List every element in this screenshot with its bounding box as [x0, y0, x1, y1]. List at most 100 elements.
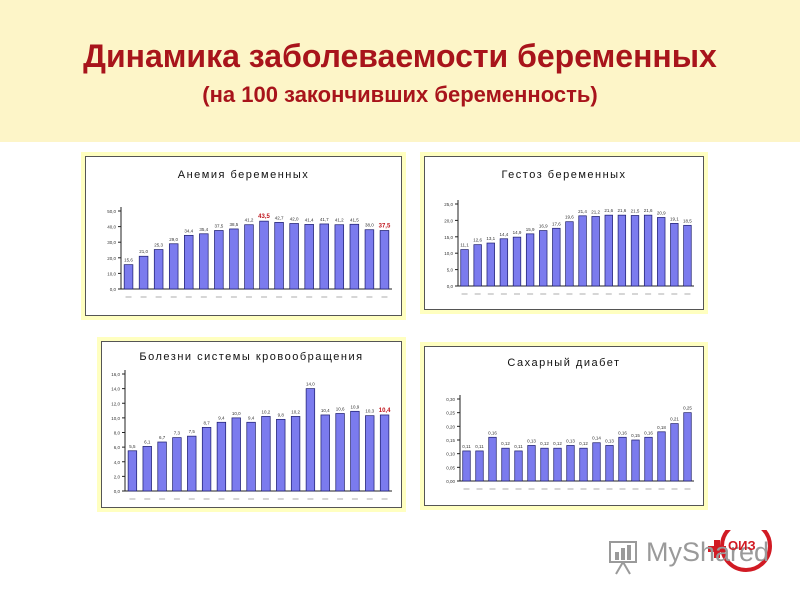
data-label: 0,11: [475, 444, 484, 449]
y-tick-label: 15,0: [444, 235, 453, 240]
bar: [201, 427, 212, 492]
bar: [138, 255, 149, 290]
data-label: 21,5: [631, 208, 640, 213]
data-label: 15,6: [124, 258, 133, 263]
bar: [364, 229, 375, 290]
bar: [644, 436, 653, 482]
y-tick-label: 0,0: [447, 284, 454, 289]
bar: [246, 421, 256, 492]
chart-panel-gestosis: Гестоз беременных 0,0 5,0 10,0 15,0 20,0 25,0 1…: [420, 152, 708, 314]
bar: [304, 224, 314, 290]
bar: [604, 214, 613, 287]
bar: [670, 223, 679, 287]
data-label: 10,3: [365, 409, 374, 414]
chart-frame: [424, 156, 704, 310]
bar: [630, 215, 640, 287]
data-label: 0,13: [527, 438, 536, 443]
bar: [379, 414, 390, 492]
data-label: 35,4: [199, 227, 208, 232]
data-label: 42,7: [275, 215, 284, 220]
data-label: 0,14: [592, 436, 601, 441]
data-label: 0,11: [462, 444, 471, 449]
chart-diabetes: Сахарный диабет 0,00 0,05 0,10 0,15 0,20 0,25 0…: [424, 346, 704, 506]
bar: [618, 436, 627, 482]
data-label: 10,4: [379, 408, 391, 414]
bar: [365, 415, 375, 492]
data-label: 12,6: [473, 238, 482, 243]
data-label: 9,8: [278, 412, 285, 417]
data-label: 19,1: [670, 216, 679, 221]
y-tick-label: 20,0: [444, 218, 453, 223]
y-tick-label: 8,0: [114, 431, 121, 436]
watermark-text: MyShared: [646, 537, 770, 567]
bar: [231, 417, 241, 492]
chart-circulatory: Болезни системы кровообращения 0,0 2,0 4,0 6…: [101, 341, 402, 508]
y-tick-label: 40,0: [107, 225, 116, 230]
data-label: 0,13: [566, 438, 575, 443]
red-cross-logo-icon: [708, 530, 772, 572]
y-tick-label: 4,0: [114, 460, 121, 465]
data-label: 41,4: [305, 217, 314, 222]
y-tick-label: 20,0: [107, 256, 116, 261]
data-label: 0,16: [644, 430, 653, 435]
data-label: 41,2: [245, 218, 254, 223]
data-label: 9,4: [248, 415, 255, 420]
chart-panel-circulatory: Болезни системы кровообращения 0,0 2,0 4,0 6…: [97, 337, 406, 512]
chart-title: Гестоз беременных: [501, 169, 626, 181]
bar: [488, 436, 497, 482]
data-label: 21,2: [591, 209, 600, 214]
bar: [486, 242, 495, 287]
y-tick-label: 5,0: [447, 268, 454, 273]
data-label: 21,0: [139, 249, 148, 254]
y-tick-label: 0,00: [446, 479, 455, 484]
data-label: 7,3: [174, 431, 181, 436]
data-label: 14,4: [500, 232, 509, 237]
chart-title: Болезни системы кровообращения: [139, 351, 363, 363]
data-label: 38,0: [365, 223, 374, 228]
bar: [473, 244, 482, 287]
chart-frame: [424, 346, 704, 506]
y-tick-label: 0,0: [110, 287, 117, 292]
data-label: 17,6: [552, 221, 561, 226]
chart-title: Сахарный диабет: [507, 357, 620, 369]
data-label: 0,25: [683, 406, 692, 411]
y-tick-label: 0,30: [446, 397, 455, 402]
data-label: 21,6: [644, 208, 653, 213]
bar: [172, 437, 182, 492]
bar: [184, 234, 194, 290]
data-label: 13,1: [486, 236, 495, 241]
data-label: 41,5: [350, 217, 359, 222]
data-label: 0,21: [670, 417, 679, 422]
data-label: 16,9: [539, 224, 548, 229]
bar: [276, 418, 286, 492]
data-label: 7,5: [189, 429, 196, 434]
chart-gestosis: Гестоз беременных 0,0 5,0 10,0 15,0 20,0 25,0 1…: [424, 156, 704, 310]
y-tick-label: 0,20: [446, 424, 455, 429]
data-label: 29,0: [169, 237, 178, 242]
data-label: 42,0: [290, 216, 299, 221]
bar: [540, 447, 549, 482]
data-label: 0,12: [540, 441, 549, 446]
data-label: 19,6: [565, 215, 574, 220]
data-label: 21,4: [578, 209, 587, 214]
slide-subtitle: (на 100 закончивших беременность): [202, 82, 598, 107]
bar: [512, 236, 522, 287]
y-tick-label: 2,0: [114, 474, 121, 479]
bar: [214, 230, 224, 290]
bar: [319, 223, 329, 290]
y-tick-label: 14,0: [111, 387, 120, 392]
data-label: 0,11: [514, 444, 523, 449]
bar: [605, 445, 614, 482]
slide-header: [0, 0, 800, 142]
bar: [579, 447, 588, 482]
bar: [379, 230, 390, 290]
bar: [320, 414, 330, 492]
data-label: 10,4: [321, 408, 330, 413]
bar: [259, 220, 269, 290]
bar: [566, 445, 575, 482]
bar: [244, 224, 254, 290]
y-tick-label: 10,0: [107, 271, 116, 276]
data-label: 10,2: [262, 409, 271, 414]
data-label: 0,12: [579, 441, 588, 446]
y-tick-label: 0,05: [446, 465, 455, 470]
